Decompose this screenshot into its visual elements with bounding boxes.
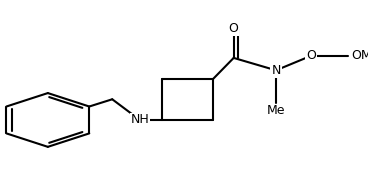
Text: N: N bbox=[271, 64, 281, 77]
Text: O: O bbox=[229, 22, 238, 35]
Text: NH: NH bbox=[131, 113, 149, 126]
Text: OMe: OMe bbox=[351, 49, 368, 62]
Text: Me: Me bbox=[267, 104, 285, 117]
Text: O: O bbox=[306, 49, 316, 62]
